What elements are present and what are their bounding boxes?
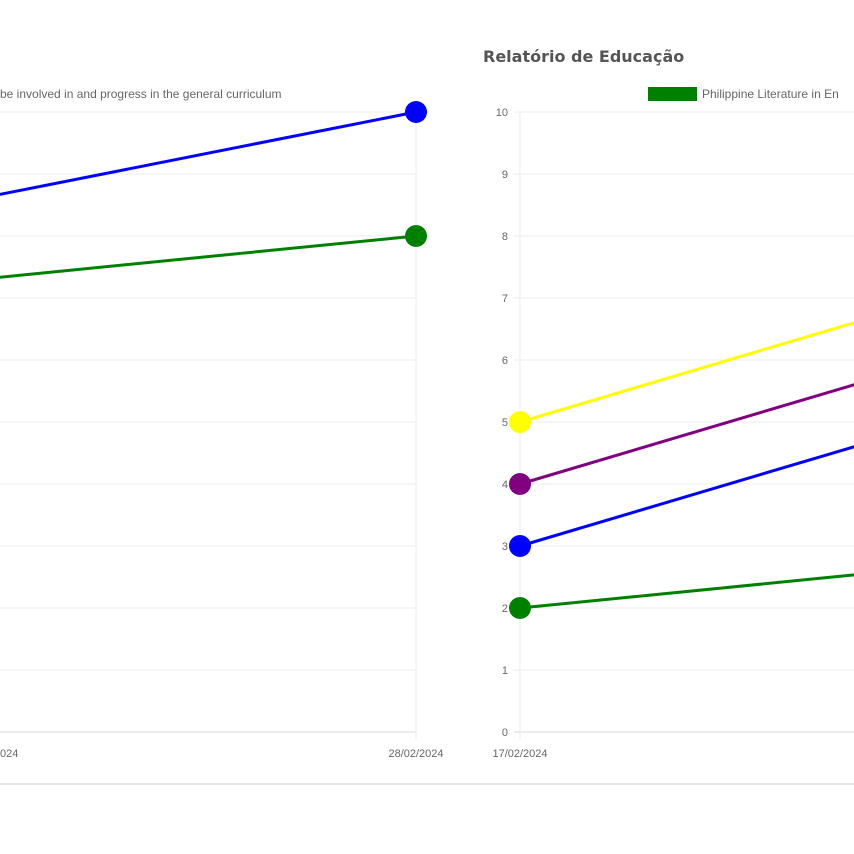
right-y-tick-label-8: 8 bbox=[502, 231, 508, 243]
right-y-tick-label-4: 4 bbox=[502, 479, 508, 491]
left-series-line-1 bbox=[0, 234, 417, 279]
right-series-line-2 bbox=[519, 445, 854, 548]
left-data-point-1[interactable] bbox=[405, 225, 427, 247]
right-y-tick-label-2: 2 bbox=[502, 603, 508, 615]
left-series-line-0 bbox=[0, 110, 417, 196]
right-y-ticks: 0 1 2 3 4 5 6 7 8 9 10 bbox=[496, 107, 508, 739]
right-y-tick-label-9: 9 bbox=[502, 169, 508, 181]
right-data-point-2[interactable] bbox=[509, 535, 531, 557]
right-y-tick-label-7: 7 bbox=[502, 293, 508, 305]
right-grid bbox=[514, 111, 854, 740]
right-chart-title: Relatório de Educação bbox=[483, 47, 684, 66]
right-y-tick-label-5: 5 bbox=[502, 417, 508, 429]
right-chart: Relatório de Educação Philippine Literat… bbox=[483, 47, 854, 760]
right-y-tick-label-10: 10 bbox=[496, 107, 508, 119]
left-chart: be involved in and progress in the gener… bbox=[0, 87, 444, 760]
right-y-tick-label-6: 6 bbox=[502, 355, 508, 367]
right-legend-label: Philippine Literature in En bbox=[702, 87, 839, 101]
left-x-tick-label-1: 28/02/2024 bbox=[388, 748, 443, 760]
left-data-point-0[interactable] bbox=[405, 101, 427, 123]
left-legend-label: be involved in and progress in the gener… bbox=[0, 87, 282, 101]
right-series-line-3 bbox=[519, 573, 854, 610]
right-series bbox=[509, 321, 854, 619]
left-series bbox=[0, 101, 427, 279]
right-legend-swatch bbox=[648, 87, 697, 101]
left-grid bbox=[0, 111, 417, 740]
right-series-line-1 bbox=[519, 383, 854, 486]
right-y-tick-label-1: 1 bbox=[502, 665, 508, 677]
right-y-tick-label-3: 3 bbox=[502, 541, 508, 553]
right-y-tick-label-0: 0 bbox=[502, 727, 508, 739]
right-x-tick-label-0: 17/02/2024 bbox=[492, 748, 547, 760]
right-data-point-1[interactable] bbox=[509, 473, 531, 495]
right-series-line-0 bbox=[519, 321, 854, 424]
right-data-point-0[interactable] bbox=[509, 411, 531, 433]
right-data-point-3[interactable] bbox=[509, 597, 531, 619]
left-x-tick-label-0: 024 bbox=[0, 748, 18, 760]
